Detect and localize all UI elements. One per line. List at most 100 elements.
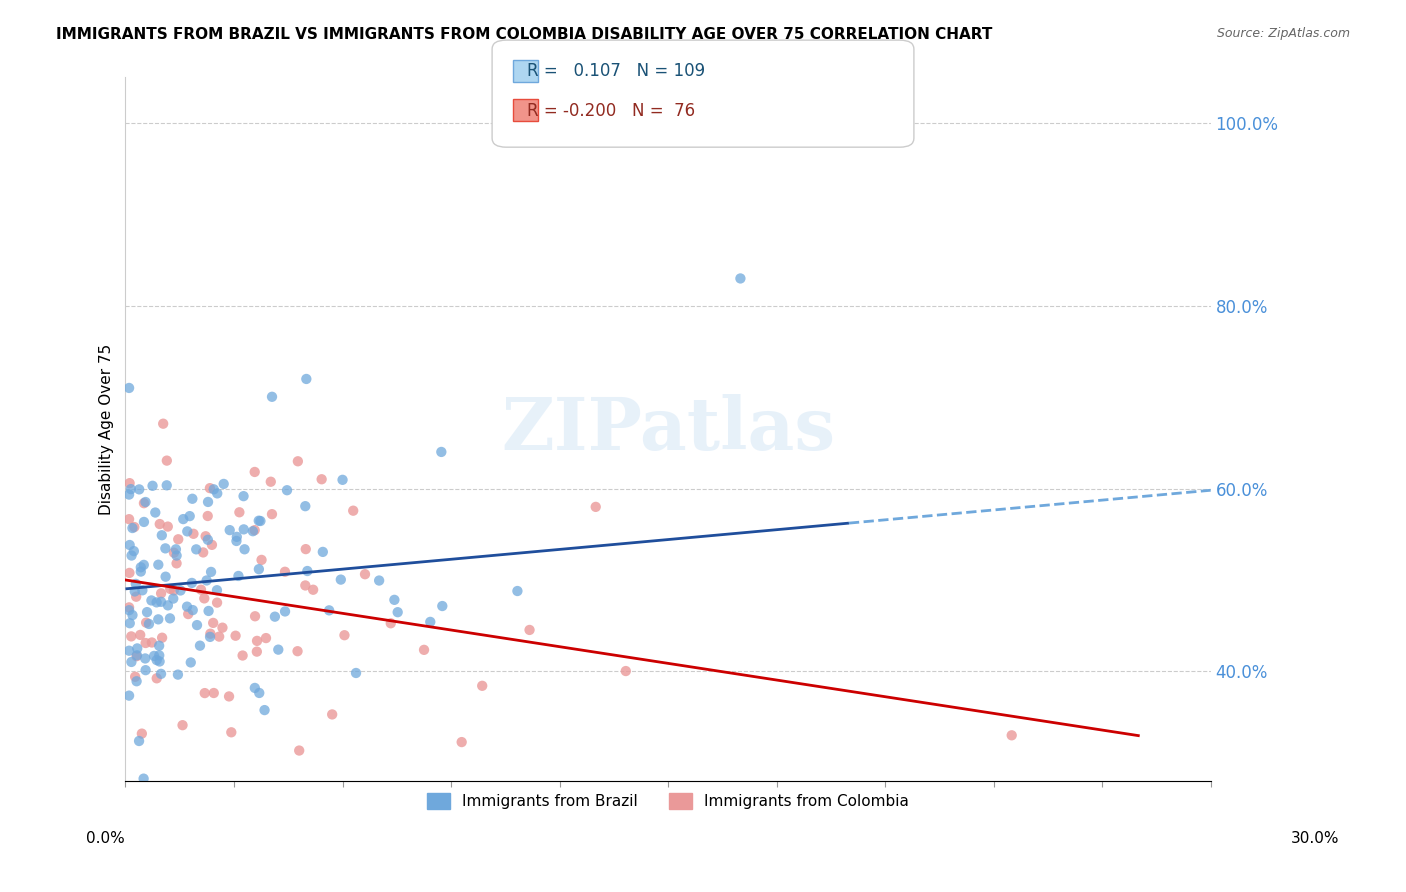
Point — [368, 574, 391, 588]
Point — [131, 726, 153, 740]
Point — [200, 565, 222, 579]
Point — [477, 874, 499, 888]
Point — [156, 519, 179, 533]
Point — [614, 664, 637, 678]
Point — [765, 820, 787, 834]
Point — [180, 576, 202, 591]
Point — [179, 509, 201, 524]
Point — [202, 483, 225, 497]
Point — [247, 514, 270, 528]
Point — [124, 520, 146, 534]
Point — [295, 372, 318, 386]
Point — [186, 542, 208, 557]
Point — [200, 626, 222, 640]
Point — [148, 648, 170, 663]
Point — [148, 558, 170, 572]
Point — [260, 390, 283, 404]
Point — [267, 642, 290, 657]
Point — [288, 743, 311, 757]
Point — [142, 479, 165, 493]
Point — [159, 611, 181, 625]
Point — [243, 609, 266, 624]
Point — [287, 454, 309, 468]
Point — [118, 512, 141, 526]
Point — [190, 582, 212, 597]
Point — [197, 495, 219, 509]
Point — [118, 616, 141, 631]
Point — [141, 635, 163, 649]
Point — [430, 445, 453, 459]
Point — [125, 590, 148, 604]
Point — [180, 656, 202, 670]
Point — [183, 526, 205, 541]
Point — [131, 583, 153, 598]
Point — [150, 631, 173, 645]
Point — [172, 512, 194, 526]
Point — [138, 617, 160, 632]
Point — [129, 628, 152, 642]
Point — [120, 482, 142, 496]
Point — [506, 584, 529, 599]
Point — [329, 573, 352, 587]
Point — [208, 630, 231, 644]
Point — [342, 504, 364, 518]
Point — [471, 679, 494, 693]
Point — [149, 655, 172, 669]
Point — [212, 477, 235, 491]
Point — [197, 604, 219, 618]
Point — [228, 569, 250, 583]
Point — [135, 636, 157, 650]
Point — [129, 565, 152, 579]
Text: 0.0%: 0.0% — [86, 831, 125, 846]
Point — [333, 628, 356, 642]
Point — [150, 595, 173, 609]
Point — [294, 578, 316, 592]
Point — [232, 489, 254, 503]
Y-axis label: Disability Age Over 75: Disability Age Over 75 — [100, 343, 114, 515]
Point — [128, 734, 150, 748]
Point — [132, 558, 155, 572]
Point — [152, 417, 174, 431]
Point — [321, 707, 343, 722]
Point — [129, 560, 152, 574]
Point — [163, 583, 186, 598]
Text: 30.0%: 30.0% — [1291, 831, 1339, 846]
Point — [294, 542, 316, 557]
Point — [145, 653, 167, 667]
Point — [312, 545, 335, 559]
Point — [134, 495, 156, 509]
Point — [264, 609, 287, 624]
Point — [232, 648, 254, 663]
Point — [156, 478, 179, 492]
Point — [186, 618, 208, 632]
Point — [450, 735, 472, 749]
Point — [585, 500, 607, 514]
Text: R =   0.107   N = 109: R = 0.107 N = 109 — [527, 62, 706, 80]
Point — [124, 670, 146, 684]
Point — [150, 528, 173, 542]
Point — [198, 630, 221, 644]
Point — [1001, 728, 1024, 742]
Point — [176, 524, 198, 539]
Point — [148, 639, 170, 653]
Point — [205, 583, 228, 598]
Point — [163, 546, 186, 560]
Point — [149, 516, 172, 531]
Point — [150, 586, 173, 600]
Point — [194, 529, 217, 543]
Point — [177, 607, 200, 621]
Point — [246, 633, 269, 648]
Point — [247, 686, 270, 700]
Point — [211, 621, 233, 635]
Point — [125, 648, 148, 663]
Point — [225, 629, 247, 643]
Point — [302, 582, 325, 597]
Point — [166, 557, 188, 571]
Point — [218, 690, 240, 704]
Point — [332, 473, 354, 487]
Point — [125, 577, 148, 591]
Point — [121, 549, 143, 563]
Point — [243, 465, 266, 479]
Point — [201, 538, 224, 552]
Point — [132, 772, 155, 786]
